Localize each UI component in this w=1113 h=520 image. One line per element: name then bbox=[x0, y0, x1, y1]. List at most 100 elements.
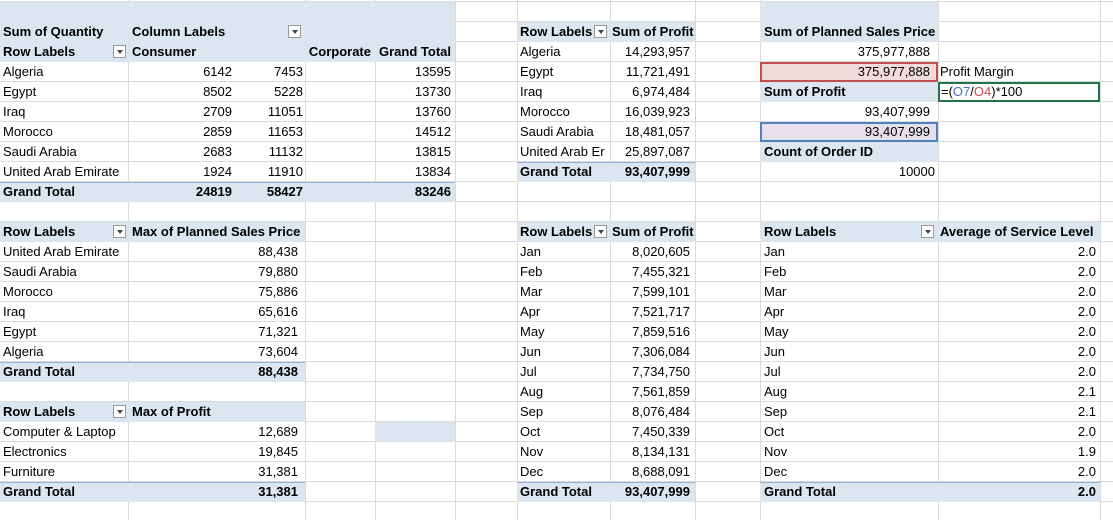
filter-dropdown[interactable] bbox=[113, 405, 126, 418]
cell-text: Egypt bbox=[3, 84, 37, 99]
cell-text: 11132 bbox=[268, 144, 303, 159]
cell-text: Algeria bbox=[3, 64, 44, 79]
cell-text: Row Labels bbox=[3, 224, 76, 239]
cell-text: 2709 bbox=[203, 104, 232, 119]
cell-text: Sum of Profit bbox=[612, 224, 694, 239]
cell-text: 10000 bbox=[898, 164, 935, 179]
formula-part: =( bbox=[941, 84, 953, 99]
cell-text: Average of Service Level bbox=[940, 224, 1094, 239]
cell-text: Row Labels bbox=[520, 224, 593, 239]
cell-text: Feb bbox=[764, 264, 787, 279]
cell-text: May bbox=[520, 324, 545, 339]
cell-text: 65,616 bbox=[258, 304, 298, 319]
column-gridline bbox=[1100, 0, 1101, 520]
cell-text: Consumer bbox=[132, 44, 197, 59]
cell-text: Algeria bbox=[520, 44, 561, 59]
cell-text: Sum of Quantity bbox=[3, 24, 104, 39]
cell-text: Morocco bbox=[3, 284, 53, 299]
total-shade bbox=[517, 482, 695, 502]
cell-text: Grand Total bbox=[520, 484, 592, 499]
cell-text: 88,438 bbox=[258, 244, 298, 259]
formula-part: O4 bbox=[973, 84, 992, 99]
cell-text: Aug bbox=[520, 384, 544, 399]
cell-text: 7,859,516 bbox=[632, 324, 690, 339]
header-shade bbox=[0, 222, 305, 242]
cell-text: Iraq bbox=[3, 304, 26, 319]
cell-text: 13834 bbox=[414, 164, 451, 179]
filter-dropdown[interactable] bbox=[288, 25, 301, 38]
cell-text: 2.1 bbox=[1077, 384, 1096, 399]
cell-text: Egypt bbox=[3, 324, 37, 339]
cell-text: Mar bbox=[520, 284, 543, 299]
filter-dropdown[interactable] bbox=[113, 225, 126, 238]
cell-text: Electronics bbox=[3, 444, 67, 459]
cell-text: 19,845 bbox=[258, 444, 298, 459]
cell-text: 93,407,999 bbox=[624, 484, 690, 499]
cell-text: Dec bbox=[520, 464, 544, 479]
cell-text: 14512 bbox=[414, 124, 451, 139]
cell-text: Sum of Profit bbox=[764, 84, 846, 99]
cell-text: 75,886 bbox=[258, 284, 298, 299]
formula-part: )*100 bbox=[991, 84, 1023, 99]
cell-text: Saudi Arabia bbox=[3, 144, 77, 159]
filter-dropdown[interactable] bbox=[594, 25, 607, 38]
column-gridline bbox=[760, 0, 761, 520]
highlight-cell bbox=[760, 122, 938, 142]
cell-text: 8502 bbox=[203, 84, 232, 99]
cell-text: 2.0 bbox=[1077, 244, 1096, 259]
cell-text: 6142 bbox=[203, 64, 232, 79]
cell-text: Egypt bbox=[520, 64, 554, 79]
filter-dropdown[interactable] bbox=[921, 225, 934, 238]
cell-text: 7,734,750 bbox=[632, 364, 690, 379]
cell-shade bbox=[375, 422, 455, 442]
header-shade bbox=[0, 22, 455, 42]
cell-text: 93,407,999 bbox=[624, 164, 690, 179]
cell-text: 1.9 bbox=[1077, 444, 1096, 459]
total-shade bbox=[760, 482, 1100, 502]
cell-text: 25,897,087 bbox=[624, 144, 690, 159]
formula-cell: =(O7/O4)*100 bbox=[938, 82, 1100, 102]
cell-text: Grand Total bbox=[3, 184, 75, 199]
cell-text: 14,293,957 bbox=[624, 44, 690, 59]
cell-text: Computer & Laptop bbox=[3, 424, 116, 439]
cell-text: 5228 bbox=[274, 84, 303, 99]
cell-text: Row Labels bbox=[3, 44, 76, 59]
cell-text: 11910 bbox=[267, 164, 303, 179]
cell-text: Feb bbox=[520, 264, 543, 279]
cell-text: Mar bbox=[764, 284, 787, 299]
cell-text: 73,604 bbox=[258, 344, 298, 359]
filter-dropdown[interactable] bbox=[113, 45, 126, 58]
cell-text: 16,039,923 bbox=[624, 104, 690, 119]
cell-text: Row Labels bbox=[520, 24, 593, 39]
formula-part: O7 bbox=[952, 84, 971, 99]
total-shade bbox=[0, 482, 305, 502]
cell-text: 83246 bbox=[414, 184, 451, 199]
cell-text: Sum of Profit bbox=[612, 24, 694, 39]
cell-text: 13595 bbox=[414, 64, 451, 79]
cell-text: 93,407,999 bbox=[864, 124, 930, 139]
cell-text: 2.0 bbox=[1077, 464, 1096, 479]
header-shade bbox=[760, 22, 938, 42]
cell-text: 2.0 bbox=[1077, 364, 1096, 379]
highlight-cell bbox=[760, 62, 938, 82]
cell-text: United Arab Er bbox=[520, 144, 605, 159]
cell-text: Nov bbox=[764, 444, 788, 459]
header-shade bbox=[0, 2, 455, 22]
cell-text: Profit Margin bbox=[940, 64, 1014, 79]
column-gridline bbox=[128, 0, 129, 520]
cell-text: 18,481,057 bbox=[624, 124, 690, 139]
cell-text: Sep bbox=[764, 404, 788, 419]
header-shade bbox=[0, 402, 305, 422]
cell-text: Row Labels bbox=[3, 404, 76, 419]
cell-text: 88,438 bbox=[258, 364, 298, 379]
cell-text: Apr bbox=[520, 304, 541, 319]
cell-text: Column Labels bbox=[132, 24, 226, 39]
cell-text: 7453 bbox=[274, 64, 303, 79]
filter-dropdown[interactable] bbox=[594, 225, 607, 238]
header-shade bbox=[760, 82, 938, 102]
cell-text: Jan bbox=[764, 244, 785, 259]
cell-text: Oct bbox=[520, 424, 541, 439]
cell-text: 2.0 bbox=[1077, 344, 1096, 359]
cell-text: Oct bbox=[764, 424, 785, 439]
